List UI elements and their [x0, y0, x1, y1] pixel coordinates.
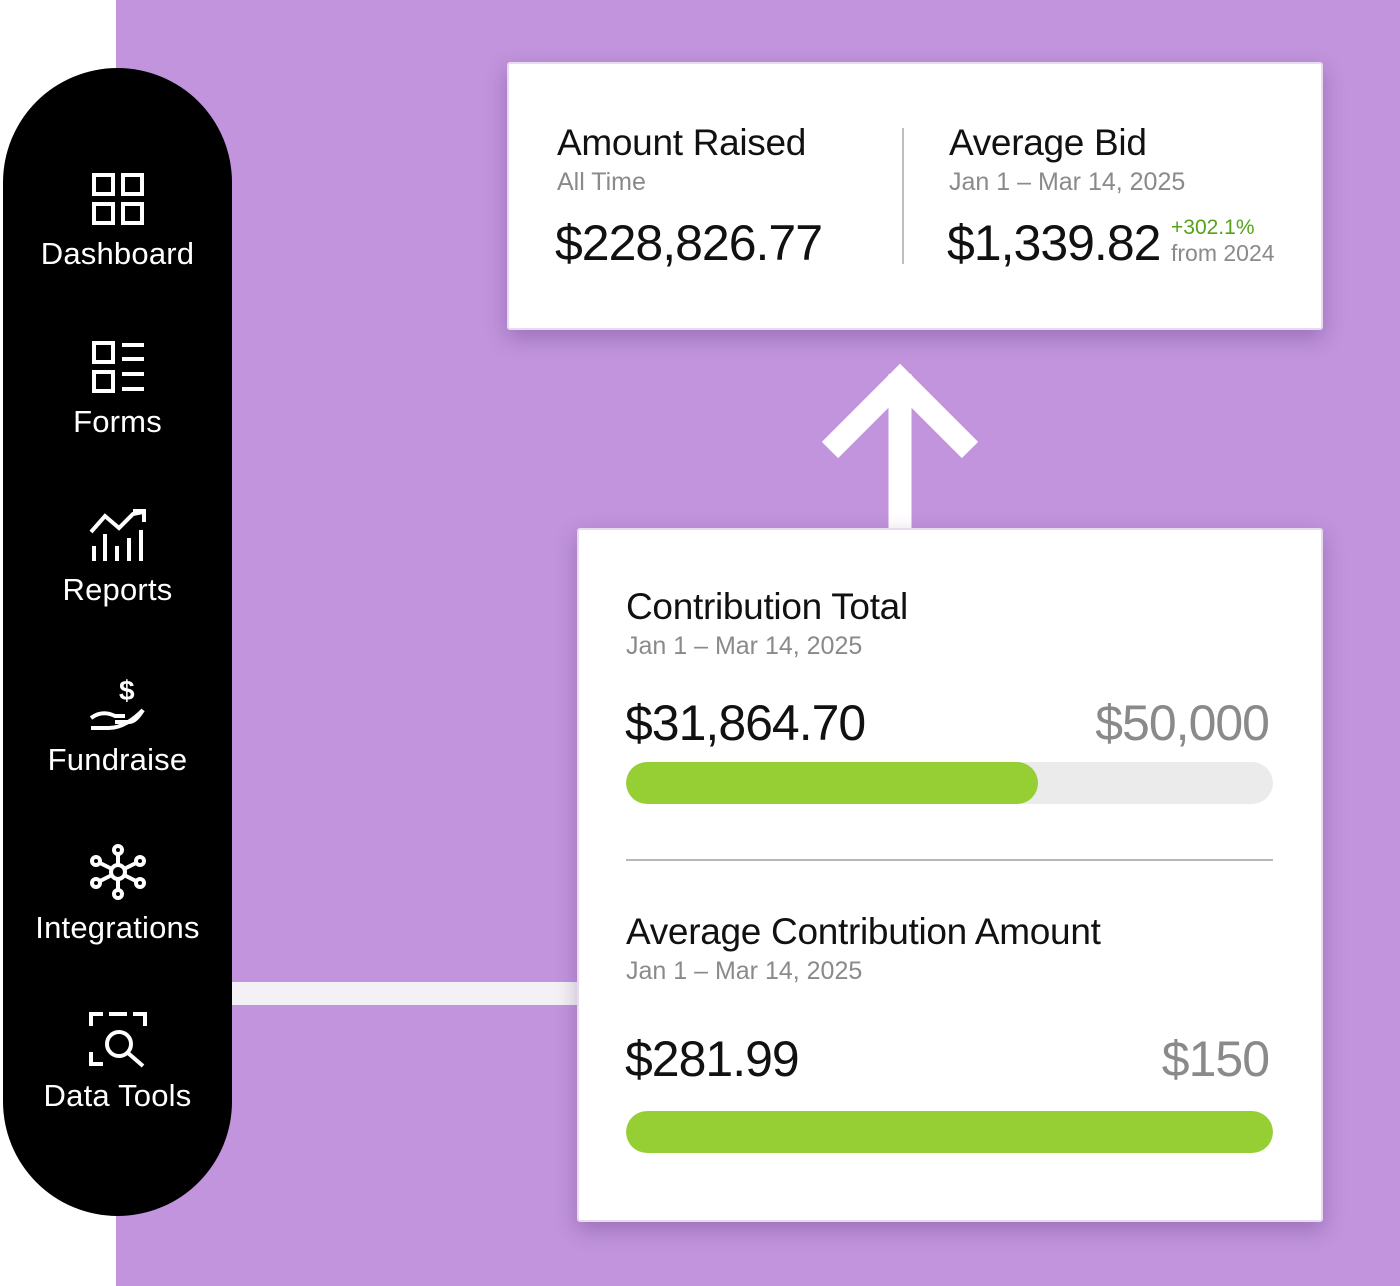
average-contribution-progress-fill	[626, 1111, 1273, 1153]
dashboard-grid-icon	[91, 173, 144, 225]
average-contribution-value: $281.99	[625, 1031, 800, 1087]
stats-divider	[902, 128, 904, 264]
sidebar-item-data-tools[interactable]: Data Tools	[3, 1012, 232, 1114]
contribution-total-progress-bar	[626, 762, 1273, 804]
amount-raised-period: All Time	[557, 168, 646, 196]
sidebar-item-label: Reports	[62, 572, 173, 607]
amount-raised-title: Amount Raised	[557, 122, 807, 163]
fundraise-hand-dollar-icon: $	[89, 676, 145, 730]
connector-line	[232, 982, 580, 1005]
contribution-total-period: Jan 1 – Mar 14, 2025	[626, 632, 863, 660]
amount-raised-value: $228,826.77	[555, 215, 823, 271]
sidebar-item-label: Forms	[73, 404, 162, 439]
data-tools-search-icon	[88, 1012, 147, 1068]
sidebar-item-label: Integrations	[35, 910, 200, 945]
sidebar-item-integrations[interactable]: Integrations	[3, 844, 232, 946]
sidebar-item-label: Fundraise	[47, 742, 188, 777]
average-bid-title: Average Bid	[949, 122, 1147, 163]
sidebar-item-dashboard[interactable]: Dashboard	[3, 172, 232, 272]
average-bid-period: Jan 1 – Mar 14, 2025	[949, 168, 1186, 196]
svg-text:$: $	[119, 676, 135, 706]
sidebar-item-label: Data Tools	[43, 1078, 192, 1113]
sidebar-item-reports[interactable]: Reports	[3, 508, 232, 608]
summary-stats-card: Amount Raised All Time $228,826.77 Avera…	[507, 62, 1323, 330]
sidebar-item-forms[interactable]: Forms	[3, 340, 232, 440]
contribution-total-title: Contribution Total	[626, 586, 908, 627]
integrations-network-icon	[89, 844, 146, 900]
forms-list-icon	[91, 341, 144, 393]
average-bid-value: $1,339.82	[947, 215, 1161, 271]
contribution-total-progress-fill	[626, 762, 1039, 804]
average-contribution-title: Average Contribution Amount	[626, 911, 1101, 952]
reports-chart-icon	[88, 509, 146, 561]
contribution-card: Contribution Total Jan 1 – Mar 14, 2025 …	[577, 528, 1323, 1222]
average-bid-change: +302.1%	[1171, 216, 1255, 239]
average-contribution-progress-bar	[626, 1111, 1273, 1153]
average-bid-change-label: from 2024	[1171, 240, 1275, 266]
average-contribution-goal: $150	[1161, 1031, 1270, 1087]
contribution-total-value: $31,864.70	[625, 695, 866, 751]
sidebar-item-label: Dashboard	[40, 236, 195, 271]
contribution-total-goal: $50,000	[1095, 695, 1270, 751]
sidebar: Dashboard Forms Reports $ Fundraise	[3, 68, 232, 1216]
section-divider	[626, 859, 1273, 861]
average-contribution-period: Jan 1 – Mar 14, 2025	[626, 957, 863, 985]
sidebar-item-fundraise[interactable]: $ Fundraise	[3, 676, 232, 778]
up-arrow-icon	[821, 363, 979, 532]
